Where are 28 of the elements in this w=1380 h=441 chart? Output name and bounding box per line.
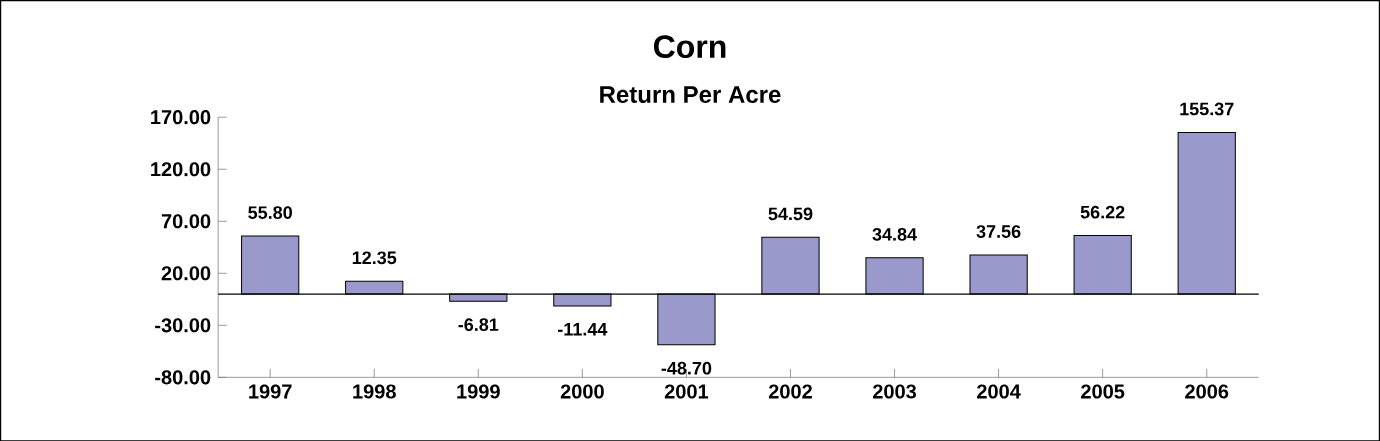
data-label: 55.80: [248, 205, 292, 219]
data-label: 54.59: [768, 207, 813, 221]
x-tick-label: 2004: [977, 384, 1021, 399]
x-tick-label: 2006: [1185, 384, 1229, 399]
data-label: 12.35: [352, 251, 397, 264]
y-tick-label: 170.00: [151, 109, 211, 125]
x-tick-label: 2002: [768, 384, 812, 399]
data-label: 37.56: [976, 224, 1021, 238]
y-tick-label: 20.00: [161, 265, 211, 281]
chart-title: Corn: [653, 35, 726, 58]
x-tick-label: 2000: [560, 384, 604, 399]
x-tick-label: 2001: [664, 384, 709, 399]
data-label: 155.37: [1180, 102, 1234, 116]
x-tick-label: 1997: [249, 384, 292, 399]
y-tick-label: -30.00: [155, 318, 211, 333]
data-label: -11.44: [558, 322, 608, 336]
y-tick-label: -80.00: [155, 370, 211, 385]
data-label: 56.22: [1080, 205, 1125, 219]
y-tick-label: 120.00: [151, 161, 211, 177]
chart-subtitle: Return Per Acre: [600, 86, 781, 103]
x-tick-label: 2003: [872, 384, 917, 399]
x-tick-label: 1999: [457, 384, 500, 399]
y-tick-label: 70.00: [161, 213, 211, 229]
data-label: -6.81: [458, 318, 499, 331]
data-label: 34.84: [872, 227, 917, 241]
x-tick-label: 1998: [353, 384, 396, 399]
x-tick-label: 2005: [1081, 384, 1125, 399]
data-label: -48.70: [661, 361, 712, 375]
